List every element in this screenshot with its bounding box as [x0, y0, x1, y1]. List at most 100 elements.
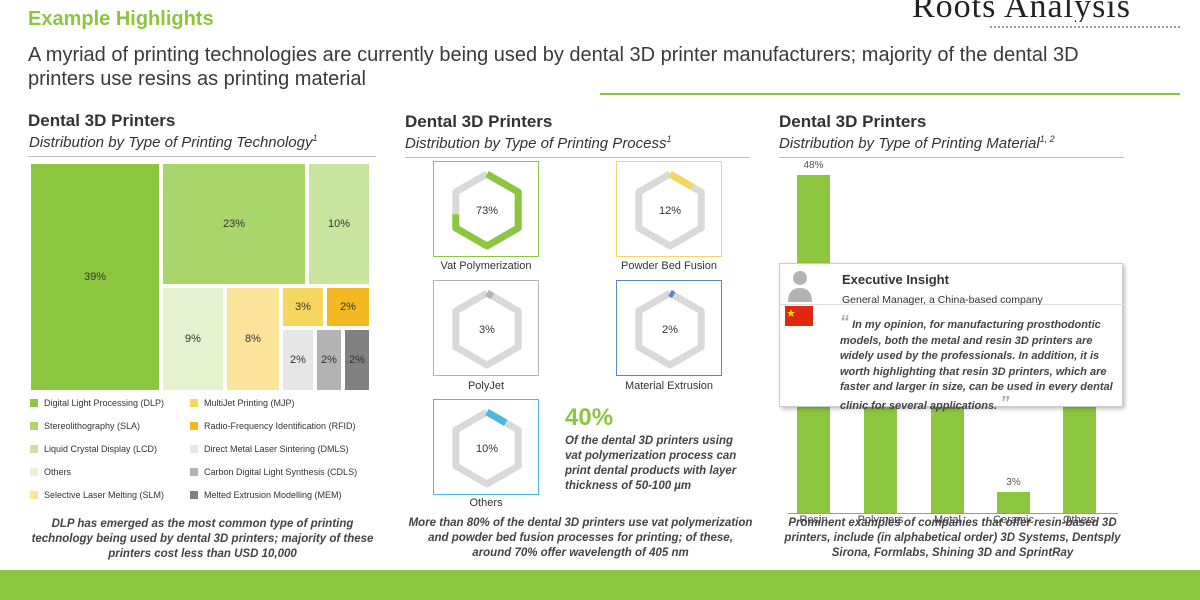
legend-swatch: [30, 422, 38, 430]
logo: Roots Analysis: [912, 0, 1200, 22]
panel2-subtitle: Distribution by Type of Printing Process…: [405, 134, 672, 152]
hex-category-label: Material Extrusion: [624, 380, 714, 392]
treemap-cell: 2%: [316, 329, 342, 391]
legend-label: Liquid Crystal Display (LCD): [44, 444, 158, 454]
legend-swatch: [190, 422, 198, 430]
bar-category-label: Metal: [934, 514, 961, 526]
legend-label: Radio-Frequency Identification (RFID): [204, 421, 356, 431]
panel2-rule: [405, 157, 750, 158]
panel3-subtitle: Distribution by Type of Printing Materia…: [779, 134, 1055, 152]
legend-item: Carbon Digital Light Synthesis (CDLS): [190, 467, 357, 477]
legend-label: Melted Extrusion Modelling (MEM): [204, 490, 342, 500]
bar-value-label: 3%: [1006, 476, 1021, 488]
hex-value-label: 12%: [659, 205, 681, 217]
treemap-cell-label: 9%: [185, 333, 201, 345]
panel3-title: Dental 3D Printers: [779, 112, 927, 131]
legend-item: Radio-Frequency Identification (RFID): [190, 421, 356, 431]
china-flag-icon: [785, 306, 813, 326]
panel3-rule: [779, 157, 1124, 158]
panel1-subtitle-note: 1: [312, 133, 318, 143]
footer-band: [0, 570, 1200, 600]
panel1-rule: [28, 156, 376, 157]
panel1-footnote: DLP has emerged as the most common type …: [31, 518, 374, 560]
bar: [864, 393, 897, 513]
insight-quote: “ In my opinion, for manufacturing prost…: [840, 312, 1118, 414]
highlight-note: Of the dental 3D printers using vat poly…: [565, 435, 737, 492]
legend-swatch: [30, 491, 38, 499]
bar-category-label: Polymers: [857, 514, 904, 526]
legend-label: Stereolithography (SLA): [44, 421, 141, 431]
treemap-cell-label: 10%: [327, 218, 351, 230]
panel1-title: Dental 3D Printers: [28, 111, 176, 130]
legend-label: Digital Light Processing (DLP): [44, 398, 165, 408]
legend-label: MultiJet Printing (MJP): [204, 398, 295, 408]
hex-value-label: 73%: [476, 205, 498, 217]
hex-category-label: Vat Polymerization: [440, 260, 532, 272]
legend-swatch: [190, 468, 198, 476]
hex-gauge: 12%: [616, 161, 722, 257]
legend-label: Direct Metal Laser Sintering (DMLS): [204, 444, 349, 454]
hex-track: [452, 408, 522, 488]
logo-text: Roots Analysis: [912, 0, 1131, 22]
treemap-cell-label: 2%: [290, 354, 306, 366]
hex-track: [635, 170, 705, 250]
hex-value-label: 3%: [479, 324, 495, 336]
legend-swatch: [30, 468, 38, 476]
bar-category-label: Others: [1062, 514, 1096, 526]
treemap-cell-label: 2%: [321, 354, 337, 366]
legend-item: Selective Laser Melting (SLM): [30, 490, 164, 500]
treemap-cell-label: 39%: [83, 271, 107, 283]
treemap-cell: 3%: [282, 287, 324, 327]
legend-item: Melted Extrusion Modelling (MEM): [190, 490, 342, 500]
insight-title: Executive Insight: [842, 272, 949, 287]
headline: A myriad of printing technologies are cu…: [28, 44, 1079, 90]
close-quote-icon: ”: [1000, 392, 1010, 413]
legend-swatch: [30, 445, 38, 453]
hex-value-label: 2%: [662, 324, 678, 336]
panel2-subtitle-note: 1: [666, 134, 672, 144]
treemap-cell: 9%: [162, 287, 224, 391]
treemap-cell: 8%: [226, 287, 280, 391]
hex-track: [452, 289, 522, 369]
hex-progress: [452, 170, 522, 250]
panel3-footnote: Prominent examples of companies that off…: [784, 517, 1121, 559]
hex-category-label: PolyJet: [467, 380, 505, 392]
bar-category-label: Resin: [799, 514, 828, 526]
treemap-cell: 2%: [344, 329, 370, 391]
hex-gauge: 3%: [433, 280, 539, 376]
panel1-subtitle: Distribution by Type of Printing Technol…: [29, 133, 318, 151]
legend-label: Selective Laser Melting (SLM): [44, 490, 165, 500]
treemap-cell: 23%: [162, 163, 306, 285]
treemap-cell-label: 2%: [340, 301, 356, 313]
legend-item: Direct Metal Laser Sintering (DMLS): [190, 444, 349, 454]
legend-swatch: [190, 399, 198, 407]
panel2-title: Dental 3D Printers: [405, 112, 553, 131]
panel3-subtitle-note: 1, 2: [1039, 134, 1055, 144]
treemap-cell: 2%: [282, 329, 314, 391]
legend-label: Carbon Digital Light Synthesis (CDLS): [204, 467, 358, 477]
section-label: Example Highlights: [28, 8, 214, 30]
insight-divider: [780, 304, 1124, 305]
highlight-value: 40%: [565, 404, 614, 431]
legend-swatch: [190, 491, 198, 499]
panel2-subtitle-text: Distribution by Type of Printing Process: [405, 135, 667, 152]
panel2-footnote: More than 80% of the dental 3D printers …: [408, 517, 753, 559]
treemap-cell-label: 3%: [295, 301, 311, 313]
legend-swatch: [190, 445, 198, 453]
open-quote-icon: “: [840, 312, 849, 332]
hex-gauge: 2%: [616, 280, 722, 376]
avatar-icon: [788, 271, 812, 302]
logo-tagline-rule: [990, 26, 1180, 28]
treemap-cell-label: 23%: [222, 218, 246, 230]
bar-category-label: Ceramic: [993, 514, 1034, 526]
insight-role: General Manager, a China-based company: [842, 294, 1043, 306]
bar: [997, 491, 1030, 513]
header-divider: [600, 93, 1180, 95]
hex-gauge: 73%: [433, 161, 539, 257]
legend-swatch: [30, 399, 38, 407]
bar-value-label: 48%: [803, 160, 824, 171]
treemap-cell-label: 2%: [349, 354, 365, 366]
treemap-cell: 2%: [326, 287, 370, 327]
treemap-cell: 10%: [308, 163, 370, 285]
legend-item: Others: [30, 467, 71, 477]
